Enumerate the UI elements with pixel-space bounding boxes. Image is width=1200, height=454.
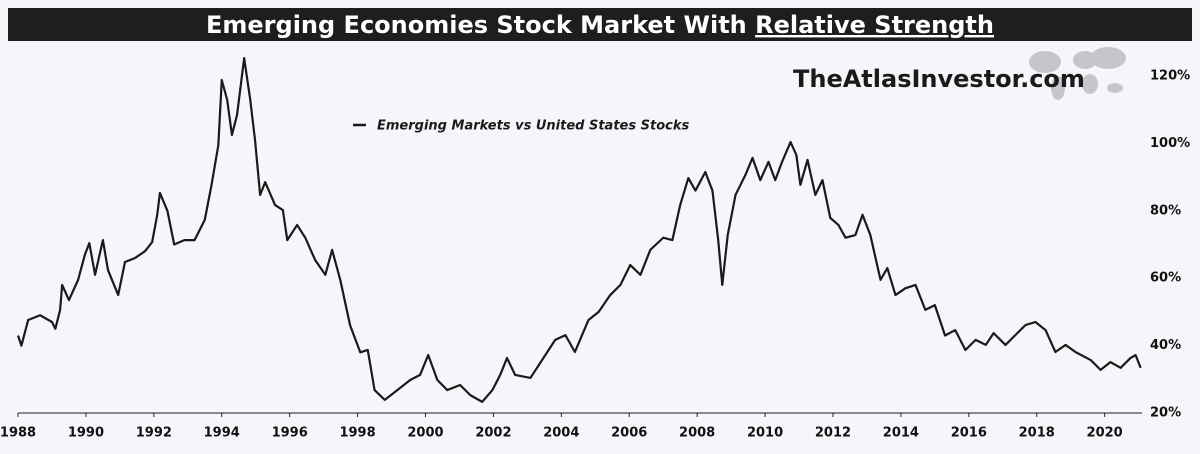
- x-tick-label: 2020: [1087, 426, 1123, 441]
- x-tick-label: 1988: [0, 426, 36, 441]
- y-tick-label: 100%: [1150, 136, 1190, 151]
- x-tick-label: 2012: [815, 426, 851, 441]
- x-tick-label: 1990: [68, 426, 104, 441]
- x-tick-label: 2000: [407, 426, 443, 441]
- legend-label: Emerging Markets vs United States Stocks: [377, 119, 689, 134]
- x-tick-label: 2006: [611, 426, 647, 441]
- x-tick-label: 1998: [339, 426, 375, 441]
- chart-title: Emerging Economies Stock Market With Rel…: [206, 11, 994, 39]
- title-main: Emerging Economies Stock Market With: [206, 11, 747, 39]
- x-tick-label: 2002: [475, 426, 511, 441]
- x-tick-label: 2016: [951, 426, 987, 441]
- x-tick-label: 2010: [747, 426, 783, 441]
- title-bar: [8, 8, 1192, 41]
- world-map: [1029, 47, 1126, 100]
- y-tick-label: 20%: [1150, 406, 1181, 421]
- x-tick-label: 2004: [543, 426, 579, 441]
- x-tick-label: 2018: [1019, 426, 1055, 441]
- x-tick-label: 1994: [204, 426, 240, 441]
- y-tick-label: 120%: [1150, 68, 1190, 83]
- watermark: TheAtlasInvestor.com: [793, 65, 1085, 93]
- data-line: [16, 57, 1142, 403]
- y-tick-label: 60%: [1150, 271, 1181, 286]
- x-tick-label: 2014: [883, 426, 919, 441]
- title-underlined: Relative Strength: [755, 11, 994, 39]
- x-tick-label: 1996: [272, 426, 308, 441]
- x-tick-label: 2008: [679, 426, 715, 441]
- y-tick-label: 40%: [1150, 338, 1181, 353]
- y-tick-label: 80%: [1150, 203, 1181, 218]
- x-tick-label: 1992: [136, 426, 172, 441]
